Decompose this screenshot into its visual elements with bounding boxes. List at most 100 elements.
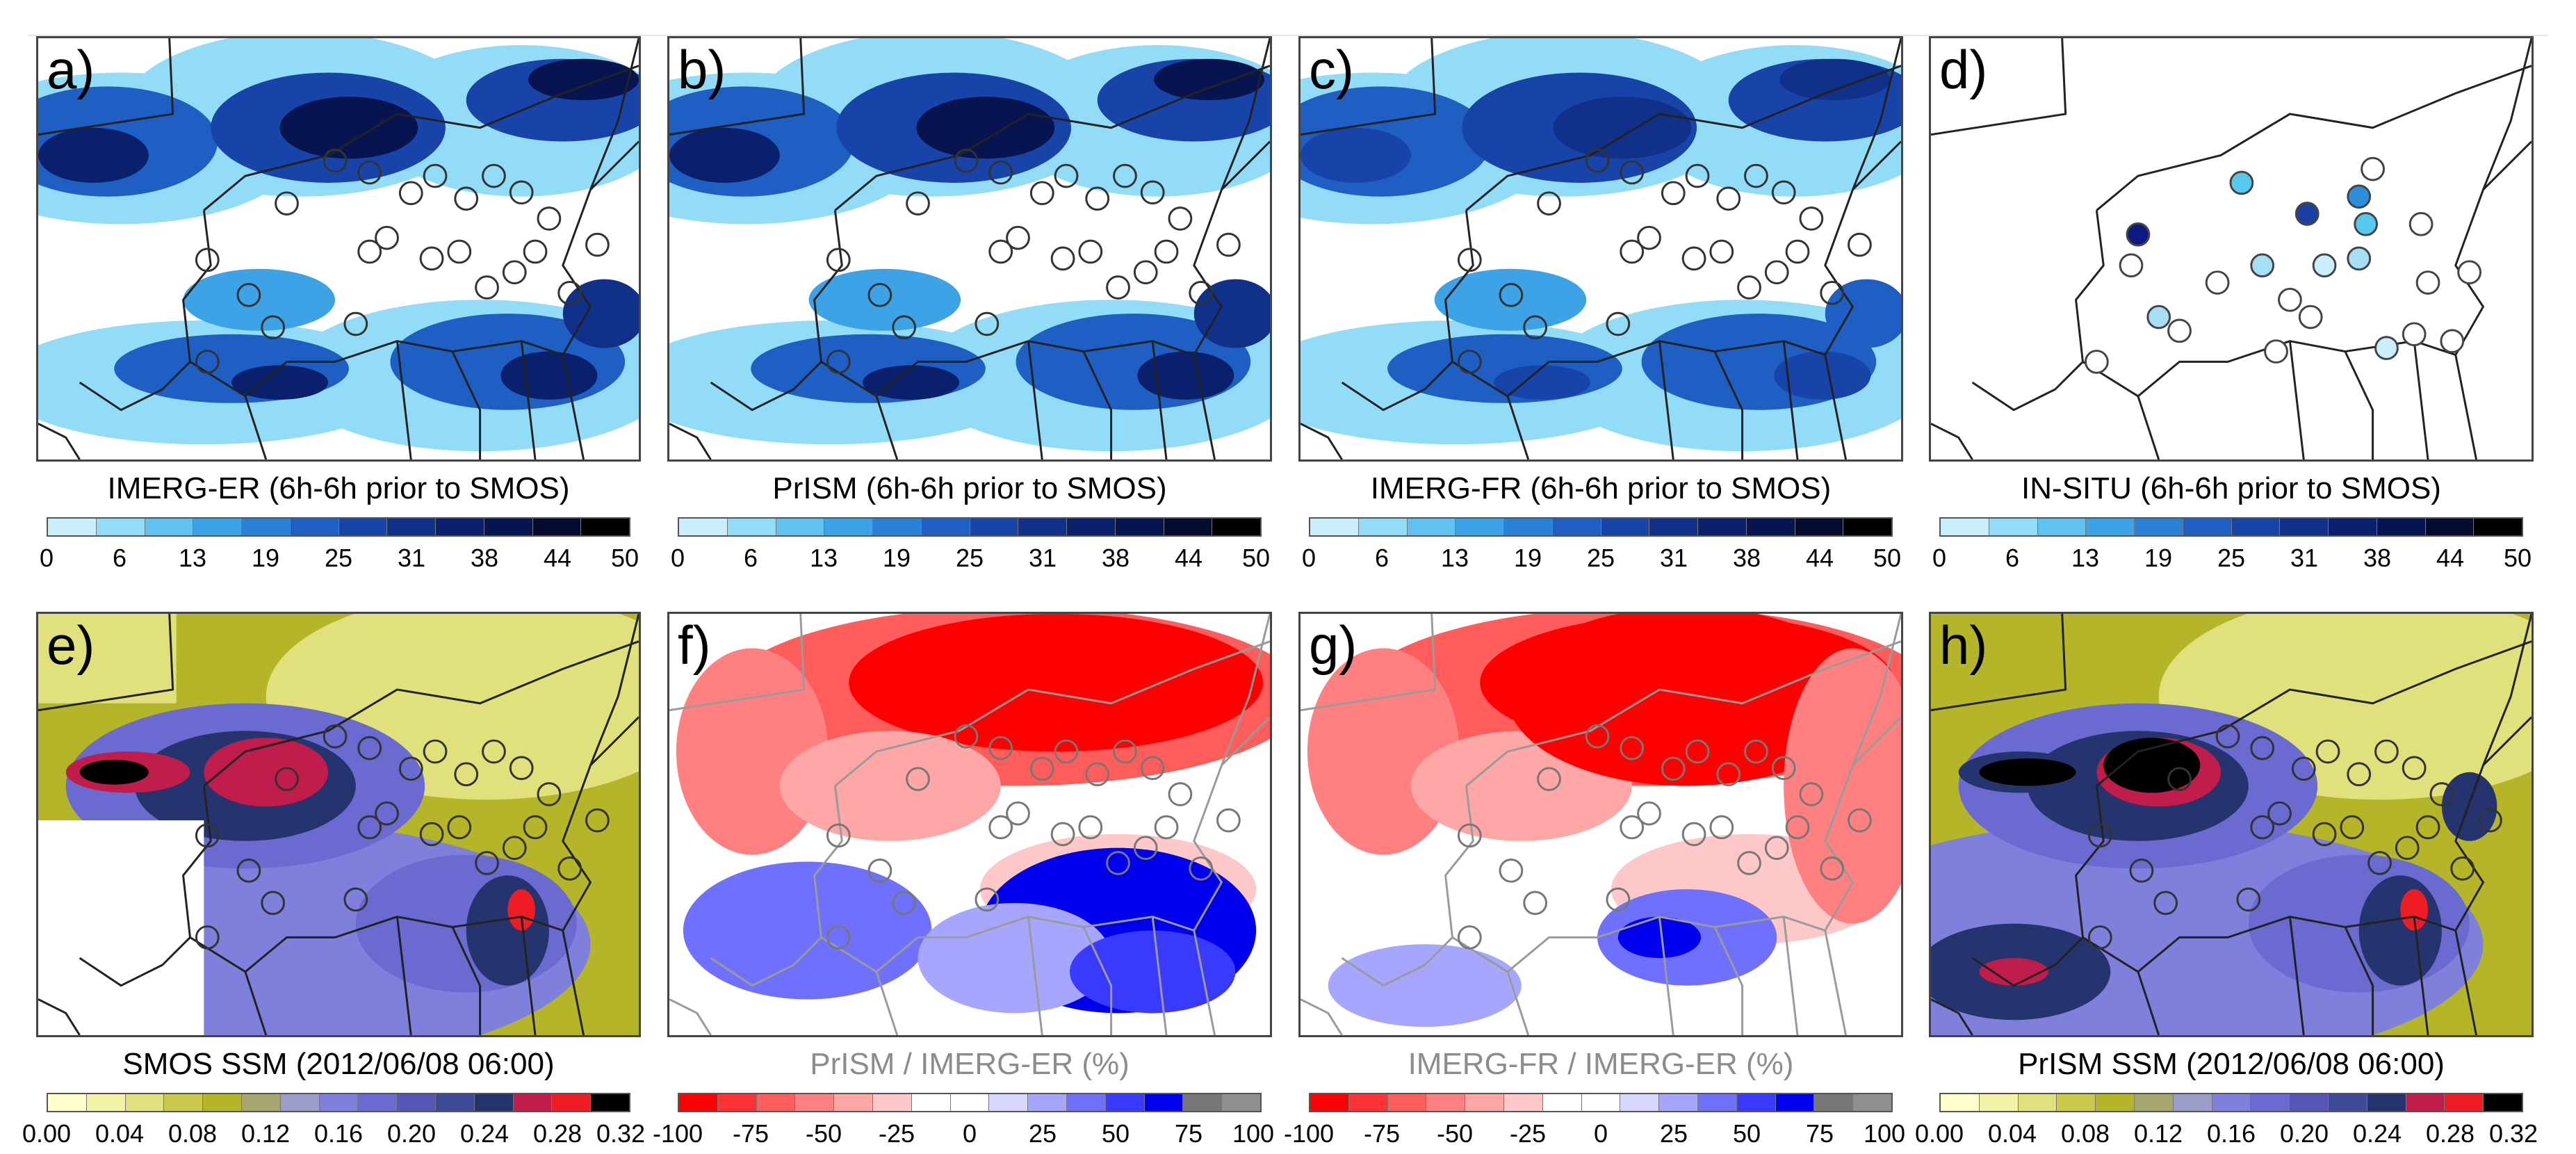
station-marker bbox=[1133, 260, 1158, 284]
station-marker bbox=[1029, 181, 1054, 206]
colorbar-tick-label: 0.20 bbox=[2279, 1119, 2329, 1148]
colorbar-swatch bbox=[2329, 519, 2377, 535]
station-marker bbox=[357, 239, 382, 264]
station-marker bbox=[1681, 246, 1706, 271]
colorbar-ticks: 0.00 0.04 0.08 0.12 0.16 0.20 0.24 0.28 0.32 bbox=[22, 1119, 672, 1154]
colorbar-swatch bbox=[339, 519, 388, 535]
station-marker bbox=[1457, 925, 1482, 950]
station-marker bbox=[1716, 186, 1741, 211]
colorbar-swatch bbox=[397, 1094, 436, 1111]
station-marker bbox=[2298, 304, 2323, 330]
station-marker bbox=[482, 163, 506, 188]
station-marker bbox=[1737, 275, 1761, 300]
station-marker bbox=[375, 801, 399, 826]
colorbar bbox=[1309, 517, 1893, 537]
panel-caption: IN-SITU (6h-6h prior to SMOS) bbox=[2021, 471, 2441, 505]
station-marker bbox=[1620, 239, 1645, 264]
station-marker bbox=[2087, 925, 2112, 950]
station-marker bbox=[988, 815, 1013, 840]
colorbar-tick-label: 19 bbox=[882, 544, 911, 572]
station-marker bbox=[1637, 801, 1661, 826]
station-marker bbox=[1006, 225, 1030, 250]
panel-label: h) bbox=[1939, 615, 1988, 676]
colorbar-tick-label: 0.20 bbox=[386, 1119, 437, 1148]
colorbar-tick-label: 31 bbox=[1659, 544, 1688, 572]
colorbar-ticks: 0 6 13 19 25 31 38 44 50 bbox=[1932, 544, 2565, 578]
colorbar-swatch bbox=[435, 1094, 475, 1111]
station-marker bbox=[2315, 739, 2340, 764]
colorbar-swatch bbox=[1456, 519, 1504, 535]
colorbar-tick-label: 38 bbox=[1101, 544, 1130, 572]
rainfall-field bbox=[669, 38, 1270, 452]
panel-label: d) bbox=[1939, 39, 1988, 100]
station-marker bbox=[1085, 762, 1110, 787]
station-marker bbox=[988, 160, 1013, 185]
station-marker bbox=[2129, 859, 2154, 883]
station-marker bbox=[2367, 851, 2392, 875]
station-marker bbox=[1585, 148, 1610, 173]
station-marker bbox=[2167, 318, 2192, 343]
colorbar-swatch bbox=[1581, 1094, 1621, 1111]
station-marker bbox=[1113, 739, 1137, 764]
station-marker bbox=[585, 232, 610, 257]
colorbar-tick-label: 100 bbox=[1863, 1119, 1906, 1148]
country-borders bbox=[1301, 614, 1901, 1035]
colorbar-tick-label: 50 bbox=[1873, 544, 1902, 572]
station-marker bbox=[2374, 336, 2399, 360]
colorbar-tick-label: 0 bbox=[1301, 544, 1316, 572]
station-marker bbox=[2153, 891, 2178, 916]
colorbar-swatch bbox=[513, 1094, 553, 1111]
colorbar-tick-label: 25 bbox=[324, 544, 353, 572]
colorbar-swatch bbox=[2037, 519, 2087, 535]
colorbar-swatch bbox=[1348, 1094, 1388, 1111]
colorbar-swatch bbox=[1105, 1094, 1145, 1111]
station-marker bbox=[454, 186, 479, 211]
station-marker bbox=[343, 887, 368, 912]
station-marker bbox=[502, 836, 527, 860]
colorbar-tick-label: -100 bbox=[1283, 1119, 1335, 1148]
station-marker bbox=[1799, 782, 1824, 806]
colorbar-swatch bbox=[2290, 1094, 2329, 1111]
colorbar-tick-label: 44 bbox=[1174, 544, 1203, 572]
colorbar bbox=[1939, 517, 2523, 537]
colorbar-tick-label: 0.00 bbox=[22, 1119, 72, 1148]
colorbar-tick-label: 0.24 bbox=[2352, 1119, 2402, 1148]
station-marker bbox=[2126, 222, 2151, 247]
map-panel-f: f) bbox=[667, 612, 1272, 1037]
station-marker bbox=[2167, 767, 2192, 791]
station-marker bbox=[1661, 756, 1686, 781]
station-marker bbox=[1785, 815, 1810, 840]
station-marker bbox=[1709, 239, 1734, 264]
rainfall-field bbox=[1301, 38, 1901, 452]
colorbar-swatch bbox=[1066, 1094, 1106, 1111]
colorbar-tick-label: 31 bbox=[2290, 544, 2319, 572]
colorbar-tick-label: 25 bbox=[1659, 1119, 1688, 1148]
station-marker bbox=[2478, 808, 2502, 833]
map-panel-b: b) bbox=[667, 36, 1272, 462]
colorbar-tick-label: 0 bbox=[670, 544, 685, 572]
colorbar-swatch bbox=[1310, 519, 1359, 535]
station-marker bbox=[2340, 815, 2365, 840]
colorbar-tick-label: 13 bbox=[2071, 544, 2100, 572]
colorbar-swatch bbox=[2474, 519, 2522, 535]
station-marker bbox=[2236, 887, 2261, 912]
colorbar-swatch bbox=[1407, 519, 1456, 535]
colorbar-swatch bbox=[1067, 519, 1116, 535]
colorbar-swatch bbox=[319, 1094, 359, 1111]
colorbar-swatch bbox=[125, 1094, 165, 1111]
station-marker bbox=[1078, 239, 1103, 264]
station-marker bbox=[1154, 815, 1179, 840]
colorbar-tick-label: 19 bbox=[251, 544, 280, 572]
station-marker bbox=[892, 315, 917, 340]
station-marker bbox=[1140, 180, 1165, 205]
station-marker bbox=[2450, 856, 2475, 881]
map-canvas bbox=[38, 38, 639, 460]
station-marker bbox=[357, 815, 382, 840]
station-marker bbox=[2402, 322, 2427, 347]
station-marker bbox=[1620, 736, 1645, 761]
map-canvas bbox=[1931, 614, 2532, 1035]
map-panel-d: d) bbox=[1929, 36, 2534, 462]
station-marker bbox=[1189, 281, 1214, 305]
colorbar-swatch bbox=[2231, 519, 2281, 535]
colorbar-swatch bbox=[834, 1094, 873, 1111]
